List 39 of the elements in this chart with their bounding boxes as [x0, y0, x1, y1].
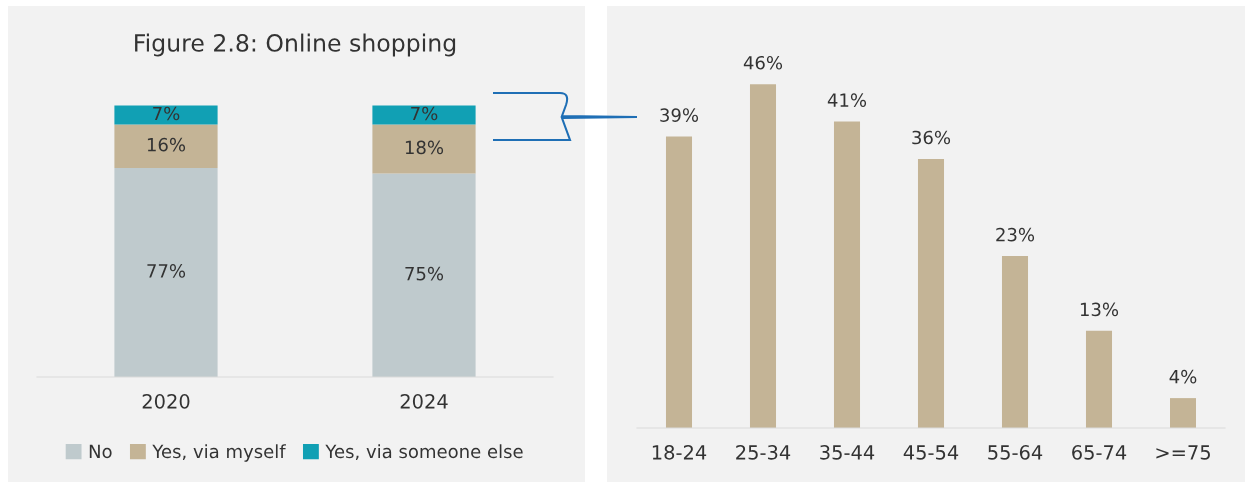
data-label: 41%	[827, 93, 867, 107]
bar	[1169, 398, 1197, 428]
x-tick-label: 65-74	[1072, 445, 1127, 460]
bar	[114, 168, 218, 377]
bar	[665, 136, 693, 428]
bar	[917, 158, 945, 428]
data-label: 23%	[996, 227, 1035, 242]
data-label: 7%	[153, 106, 180, 121]
bar	[833, 121, 861, 428]
x-tick-label: 45-54	[903, 445, 959, 460]
data-label: 18%	[405, 140, 444, 155]
bar	[372, 173, 476, 377]
x-tick-label: 55-64	[988, 445, 1043, 460]
bar	[1001, 256, 1029, 428]
bar	[1085, 330, 1113, 428]
bar	[749, 84, 777, 428]
x-tick-label: 35-44	[820, 445, 875, 460]
data-label: 4%	[1169, 369, 1197, 384]
legend-label: No	[89, 444, 112, 459]
x-tick-label: >=75	[1156, 445, 1210, 460]
data-label: 46%	[743, 55, 783, 70]
data-label: 77%	[147, 264, 186, 278]
x-tick-label: 2024	[400, 394, 448, 409]
bar	[114, 105, 218, 125]
chart-title: Figure 2.8: Online shopping	[135, 33, 456, 57]
x-tick-label: 2020	[142, 394, 190, 409]
legend-label: Yes, via myself	[152, 444, 286, 462]
data-label: 16%	[147, 137, 186, 152]
data-label: 39%	[660, 108, 699, 122]
x-tick-label: 25-34	[736, 445, 791, 460]
bar	[372, 105, 476, 125]
data-label: 36%	[912, 130, 951, 145]
bar	[114, 124, 218, 168]
data-label: 7%	[411, 106, 438, 121]
x-tick-label: 18-24	[652, 445, 707, 460]
data-label: 13%	[1080, 302, 1119, 317]
legend-label: Yes, via someone else	[325, 444, 523, 461]
data-label: 75%	[405, 266, 444, 281]
bar	[372, 124, 476, 174]
